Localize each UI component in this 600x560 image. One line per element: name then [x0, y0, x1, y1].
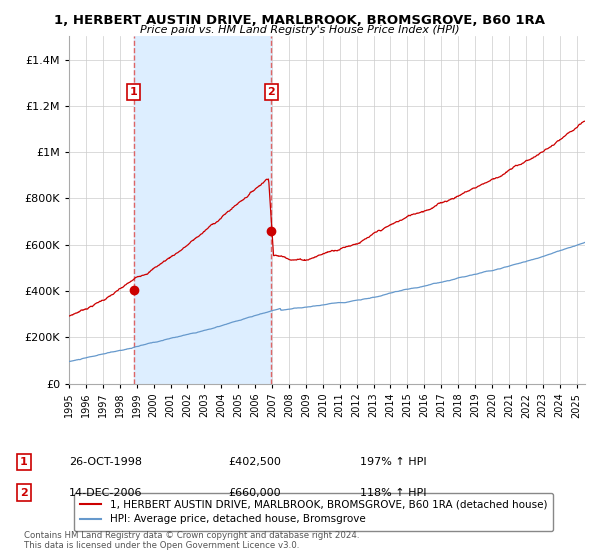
Text: 2: 2 — [268, 87, 275, 97]
Text: 1, HERBERT AUSTIN DRIVE, MARLBROOK, BROMSGROVE, B60 1RA: 1, HERBERT AUSTIN DRIVE, MARLBROOK, BROM… — [55, 14, 545, 27]
Text: Contains HM Land Registry data © Crown copyright and database right 2024.
This d: Contains HM Land Registry data © Crown c… — [24, 530, 359, 550]
Text: 14-DEC-2006: 14-DEC-2006 — [69, 488, 143, 498]
Bar — [134, 36, 271, 384]
Text: £402,500: £402,500 — [228, 457, 281, 467]
Text: 2: 2 — [20, 488, 28, 498]
Text: 1: 1 — [130, 87, 137, 97]
Legend: 1, HERBERT AUSTIN DRIVE, MARLBROOK, BROMSGROVE, B60 1RA (detached house), HPI: A: 1, HERBERT AUSTIN DRIVE, MARLBROOK, BROM… — [74, 493, 553, 531]
Text: Price paid vs. HM Land Registry's House Price Index (HPI): Price paid vs. HM Land Registry's House … — [140, 25, 460, 35]
Text: 118% ↑ HPI: 118% ↑ HPI — [360, 488, 427, 498]
Text: 26-OCT-1998: 26-OCT-1998 — [69, 457, 142, 467]
Text: 1: 1 — [20, 457, 28, 467]
Text: £660,000: £660,000 — [228, 488, 281, 498]
Text: 197% ↑ HPI: 197% ↑ HPI — [360, 457, 427, 467]
